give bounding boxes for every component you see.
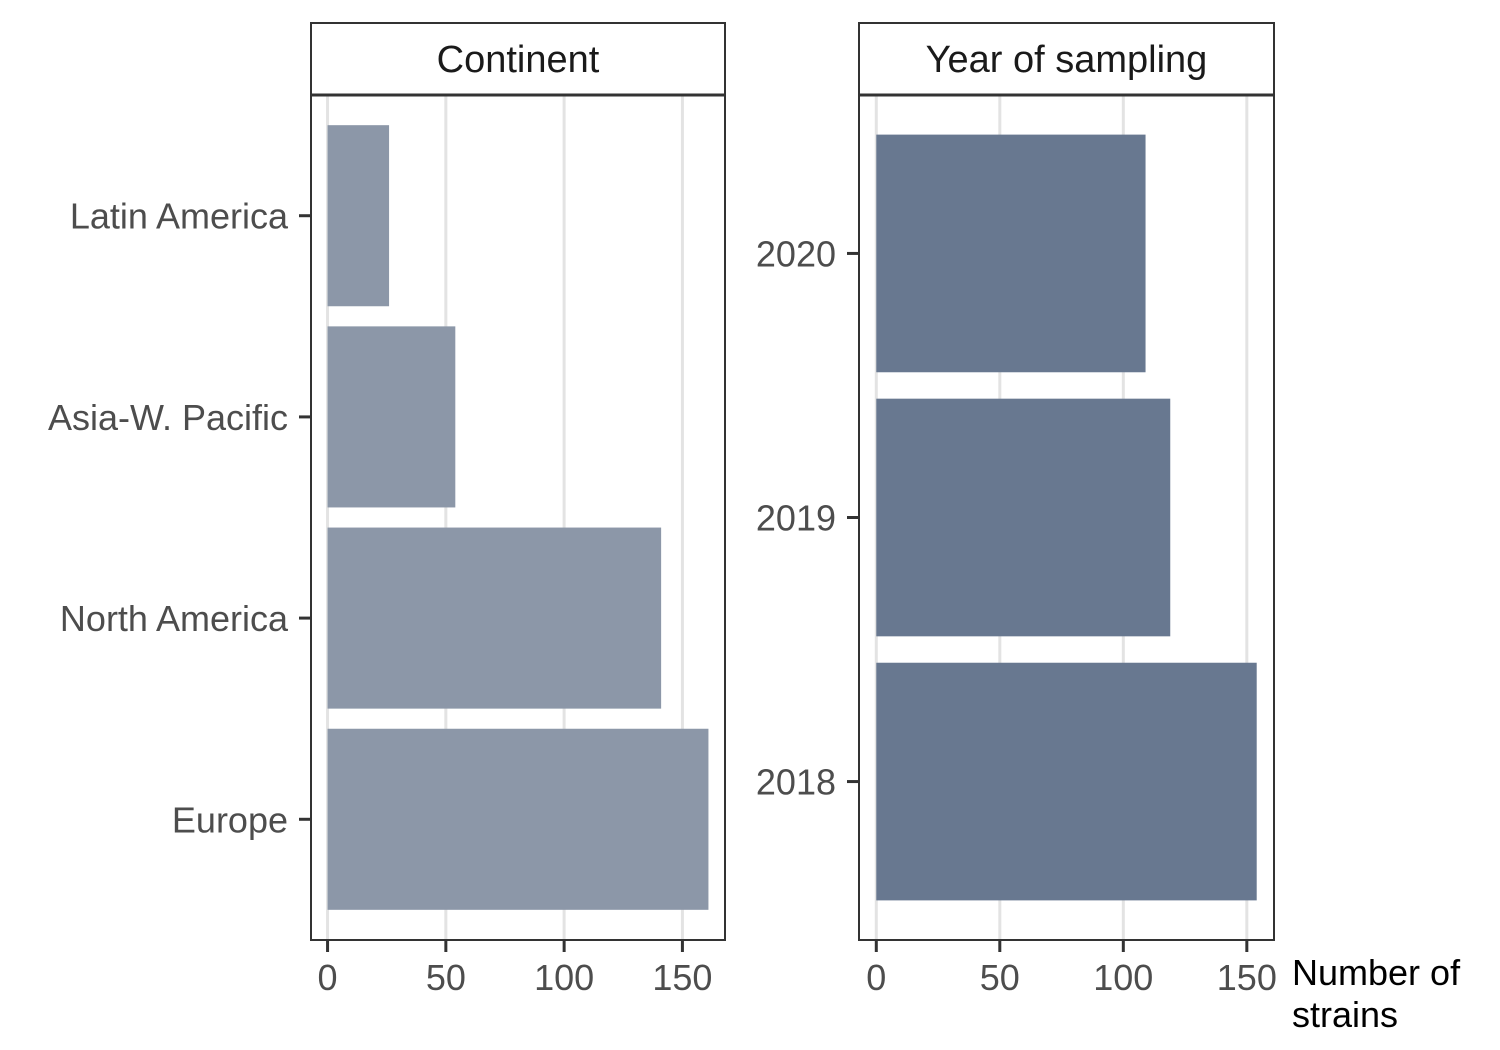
x-axis-title-line2: strains xyxy=(1292,994,1398,1035)
x-tick-label-100: 100 xyxy=(534,957,594,998)
x-tick-label-150: 150 xyxy=(652,957,712,998)
bar-asia-w-pacific xyxy=(327,326,456,508)
panel-year-of-sampling: Year of sampling 2018 2019 2020 0 50 100 150 xyxy=(756,22,1277,998)
y-tick-label-2020: 2020 xyxy=(756,233,836,274)
x-tick-label-0: 0 xyxy=(318,957,338,998)
y-tick-label-asia-w-pacific: Asia-W. Pacific xyxy=(48,397,288,438)
x-tick-label-0: 0 xyxy=(866,957,886,998)
bar-north-america xyxy=(327,527,662,709)
bar-2020 xyxy=(876,134,1146,373)
y-tick-label-latin-america: Latin America xyxy=(70,196,289,237)
y-tick-label-2018: 2018 xyxy=(756,762,836,803)
bar-2019 xyxy=(876,398,1171,637)
x-tick-label-50: 50 xyxy=(426,957,466,998)
bar-2018 xyxy=(876,662,1257,901)
bar-europe xyxy=(327,728,709,910)
y-tick-label-europe: Europe xyxy=(172,799,288,840)
facet-strip xyxy=(858,22,1275,96)
bar-latin-america xyxy=(327,125,390,307)
facet-title: Year of sampling xyxy=(926,39,1208,81)
y-tick-label-north-america: North America xyxy=(60,598,289,639)
x-tick-label-100: 100 xyxy=(1093,957,1153,998)
panel-continent: Continent Europe North America Asia-W. Paci… xyxy=(48,22,726,998)
facet-title: Continent xyxy=(437,39,600,81)
x-tick-label-150: 150 xyxy=(1217,957,1277,998)
x-axis-title-line1: Number of xyxy=(1292,952,1461,993)
x-tick-label-50: 50 xyxy=(980,957,1020,998)
y-tick-label-2019: 2019 xyxy=(756,498,836,539)
